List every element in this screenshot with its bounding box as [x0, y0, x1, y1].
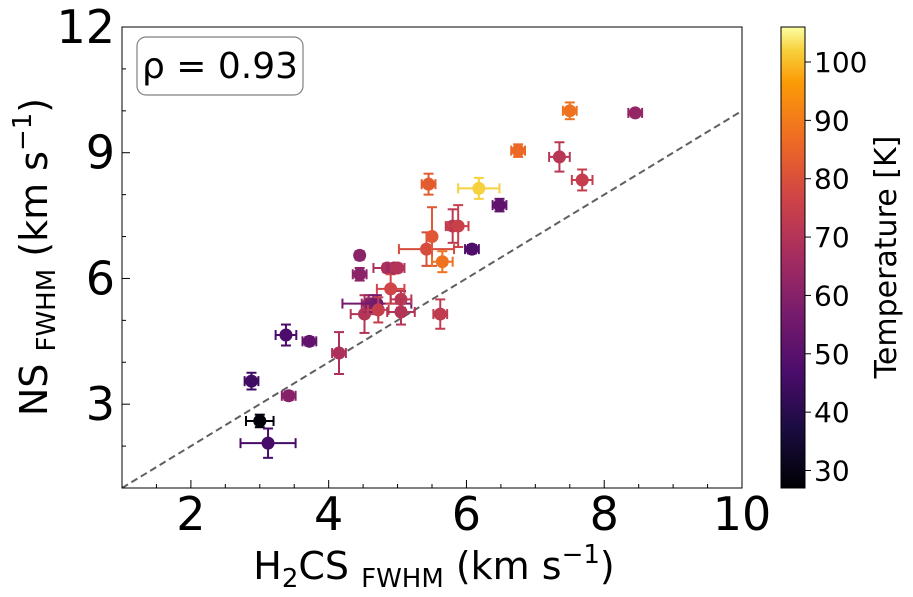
point-marker [493, 198, 507, 212]
data-point [548, 141, 571, 173]
colorbar-tick-label: 60 [814, 279, 850, 312]
data-point [274, 323, 298, 347]
data-point [239, 427, 297, 459]
point-marker [332, 346, 346, 360]
point-marker [253, 414, 267, 428]
colorbar-tick-label: 40 [814, 396, 850, 429]
colorbar-tick-label: 100 [814, 46, 867, 79]
point-marker [279, 328, 293, 342]
data-point [301, 334, 318, 348]
point-marker [433, 307, 447, 321]
annotation-text: ρ = 0.93 [142, 46, 298, 87]
point-marker [353, 248, 367, 262]
point-marker [451, 219, 465, 233]
x-tick-label: 6 [452, 487, 481, 541]
data-point [510, 143, 526, 158]
x-tick-label: 4 [314, 487, 343, 541]
data-point [351, 266, 368, 282]
colorbar-tick-label: 90 [814, 104, 850, 137]
y-tick-label: 6 [86, 251, 115, 305]
colorbar-tick-label: 80 [814, 163, 850, 196]
point-marker [384, 282, 398, 296]
x-tick-label: 2 [176, 487, 205, 541]
y-tick-label: 3 [86, 377, 115, 431]
data-point [627, 106, 644, 120]
data-points [239, 101, 644, 459]
data-point [491, 197, 508, 213]
data-point [331, 331, 347, 376]
colorbar-ticks: 30 40 50 60 70 80 90 100 [805, 46, 867, 487]
colorbar-tick-label: 30 [814, 454, 850, 487]
data-point [425, 206, 439, 267]
point-marker [245, 374, 259, 388]
data-point [446, 204, 470, 249]
data-point [386, 298, 416, 326]
point-marker [394, 305, 408, 319]
x-tick-label: 10 [713, 487, 772, 541]
colorbar-tick-label: 70 [814, 221, 850, 254]
data-point [457, 176, 501, 200]
point-marker [261, 436, 275, 450]
x-axis: 2 4 6 8 10 [121, 480, 772, 541]
data-point [561, 101, 578, 121]
colorbar: 30 40 50 60 70 80 90 100 Temperature [K] [780, 26, 904, 489]
y-tick-label: 12 [56, 0, 115, 54]
point-marker [628, 106, 642, 120]
point-marker [353, 267, 367, 281]
y-axis-title: NS FWHM (km s−1) [8, 98, 62, 416]
point-marker [282, 389, 296, 403]
point-marker [575, 173, 589, 187]
x-tick-label: 8 [590, 487, 619, 541]
point-marker [511, 144, 525, 158]
data-point [464, 242, 480, 256]
point-marker [371, 303, 385, 317]
data-point [366, 296, 390, 324]
data-point [431, 250, 454, 274]
annotation-box [136, 36, 304, 96]
colorbar-label: Temperature [K] [869, 136, 904, 380]
x-axis-title: H2CS FWHM (km s−1) [253, 540, 614, 594]
point-marker [472, 181, 486, 195]
point-marker [391, 261, 405, 275]
data-point [353, 248, 367, 262]
point-marker [419, 242, 433, 256]
y-tick-label: 9 [86, 126, 115, 180]
data-point [389, 261, 406, 275]
colorbar-gradient [780, 26, 806, 489]
data-point [245, 413, 275, 429]
point-marker [435, 255, 449, 269]
colorbar-tick-label: 50 [814, 338, 850, 371]
point-marker [302, 334, 316, 348]
point-marker [422, 177, 436, 191]
point-marker [563, 104, 577, 118]
reference-line-y-equals-x [122, 109, 742, 488]
correlation-annotation: ρ = 0.93 [136, 36, 304, 96]
reference-line-group [122, 109, 742, 488]
point-marker [425, 230, 439, 244]
data-point [432, 298, 449, 330]
data-point [420, 172, 437, 196]
data-point [243, 371, 260, 391]
data-point [280, 389, 297, 403]
data-point [570, 168, 594, 192]
point-marker [552, 150, 566, 164]
y-axis: 3 6 9 12 [56, 0, 130, 489]
point-marker [465, 242, 479, 256]
